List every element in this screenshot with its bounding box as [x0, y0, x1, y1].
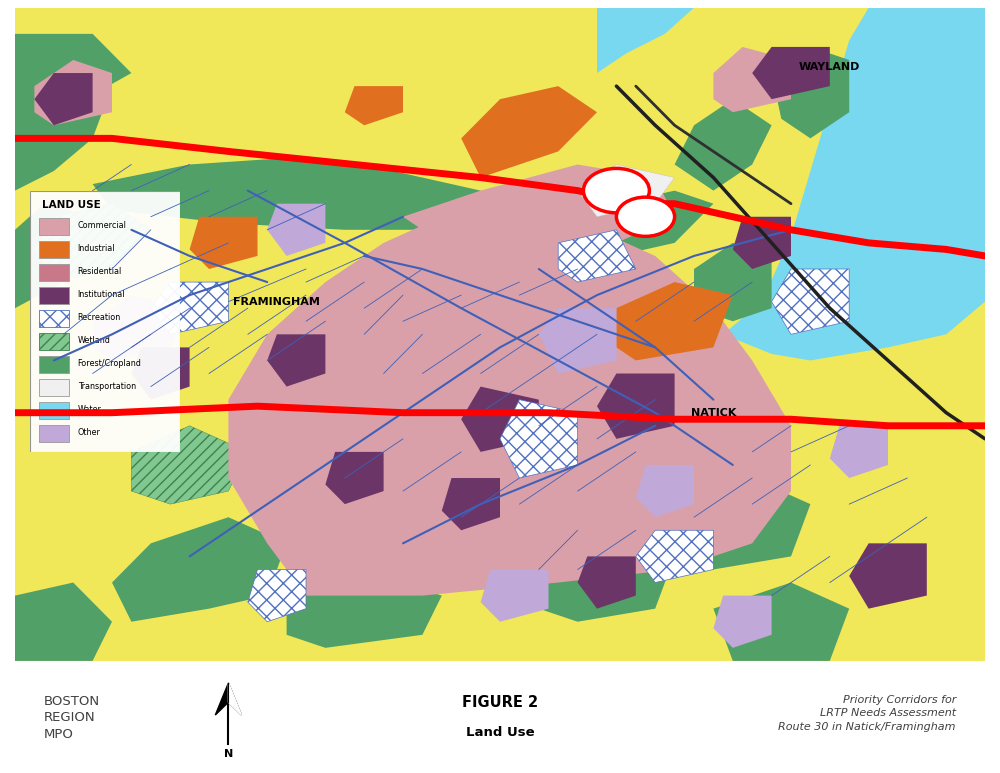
Polygon shape — [345, 86, 403, 125]
Polygon shape — [481, 570, 548, 621]
Polygon shape — [248, 570, 306, 621]
Circle shape — [583, 169, 649, 213]
Polygon shape — [733, 216, 791, 269]
Polygon shape — [34, 203, 151, 282]
Polygon shape — [713, 583, 849, 661]
Polygon shape — [539, 308, 616, 373]
Polygon shape — [597, 373, 675, 439]
Polygon shape — [636, 465, 694, 517]
Polygon shape — [422, 216, 558, 295]
Polygon shape — [616, 282, 733, 360]
Polygon shape — [151, 282, 228, 334]
Polygon shape — [15, 53, 112, 191]
Polygon shape — [539, 530, 675, 621]
Polygon shape — [34, 73, 93, 125]
Polygon shape — [461, 86, 597, 178]
Polygon shape — [15, 583, 112, 661]
Polygon shape — [597, 8, 694, 73]
Text: BOSTON
REGION
MPO: BOSTON REGION MPO — [44, 695, 100, 741]
Polygon shape — [131, 347, 190, 400]
Polygon shape — [675, 478, 810, 570]
Polygon shape — [597, 191, 713, 256]
Polygon shape — [267, 203, 325, 256]
Polygon shape — [34, 60, 112, 125]
Polygon shape — [15, 34, 131, 138]
Text: WAYLAND: WAYLAND — [799, 62, 860, 72]
Polygon shape — [713, 47, 791, 112]
Polygon shape — [578, 165, 675, 216]
Polygon shape — [190, 216, 258, 269]
Text: Land Use: Land Use — [466, 726, 534, 739]
Circle shape — [616, 197, 675, 237]
Text: FIGURE 2: FIGURE 2 — [462, 695, 538, 710]
Polygon shape — [830, 426, 888, 478]
Polygon shape — [500, 400, 578, 478]
Polygon shape — [267, 334, 325, 386]
Text: Priority Corridors for
LRTP Needs Assessment
Route 30 in Natick/Framingham: Priority Corridors for LRTP Needs Assess… — [778, 695, 956, 732]
FancyBboxPatch shape — [0, 665, 1000, 765]
Polygon shape — [636, 530, 713, 583]
Polygon shape — [461, 386, 539, 452]
Polygon shape — [723, 8, 985, 360]
Polygon shape — [93, 158, 500, 230]
Polygon shape — [93, 295, 190, 360]
Polygon shape — [442, 478, 500, 530]
Polygon shape — [403, 165, 675, 256]
Polygon shape — [325, 452, 384, 504]
Polygon shape — [772, 269, 849, 334]
Polygon shape — [131, 426, 248, 504]
Polygon shape — [675, 99, 772, 191]
Polygon shape — [849, 543, 927, 608]
Polygon shape — [15, 8, 985, 661]
Polygon shape — [694, 243, 772, 322]
Polygon shape — [558, 334, 713, 478]
Polygon shape — [287, 570, 442, 648]
Polygon shape — [830, 8, 985, 106]
Polygon shape — [772, 47, 849, 138]
Polygon shape — [15, 203, 112, 308]
Polygon shape — [558, 230, 636, 282]
Polygon shape — [112, 517, 287, 621]
Polygon shape — [578, 557, 636, 608]
Text: NATICK: NATICK — [691, 407, 736, 417]
Polygon shape — [752, 47, 830, 99]
Text: FRAMINGHAM: FRAMINGHAM — [233, 297, 320, 307]
Polygon shape — [713, 595, 772, 648]
Polygon shape — [228, 216, 791, 595]
